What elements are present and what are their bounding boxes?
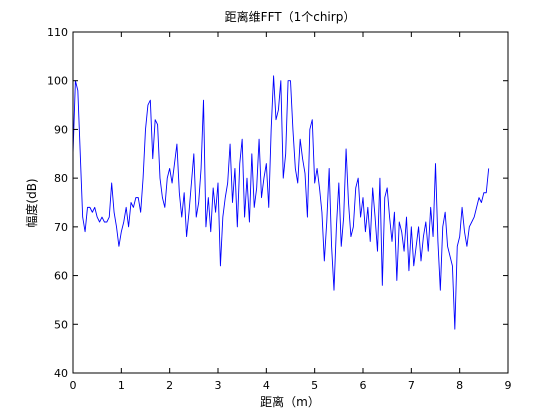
chart-title: 距离维FFT（1个chirp） — [225, 9, 356, 24]
y-tick-label: 90 — [54, 123, 68, 136]
y-tick-label: 50 — [54, 318, 68, 331]
axes-box — [72, 31, 509, 374]
y-tick-label: 110 — [47, 26, 68, 39]
x-tick-label: 3 — [215, 379, 222, 392]
x-tick-label: 2 — [166, 379, 173, 392]
x-tick-label: 1 — [118, 379, 125, 392]
data-line — [72, 75, 490, 330]
y-tick-label: 60 — [54, 270, 68, 283]
y-axis-label: 幅度(dB) — [24, 178, 39, 227]
y-tick-label: 80 — [54, 172, 68, 185]
x-tick-label: 5 — [311, 379, 318, 392]
y-tick-label: 100 — [47, 75, 68, 88]
x-tick-label: 8 — [456, 379, 463, 392]
x-axis-label: 距离（m） — [260, 394, 320, 409]
y-tick-label: 70 — [54, 221, 68, 234]
y-tick-label: 40 — [54, 367, 68, 380]
x-tick-label: 4 — [263, 379, 270, 392]
x-tick-label: 6 — [360, 379, 367, 392]
x-tick-label: 7 — [408, 379, 415, 392]
x-tick-label: 0 — [70, 379, 77, 392]
x-tick-label: 9 — [505, 379, 512, 392]
